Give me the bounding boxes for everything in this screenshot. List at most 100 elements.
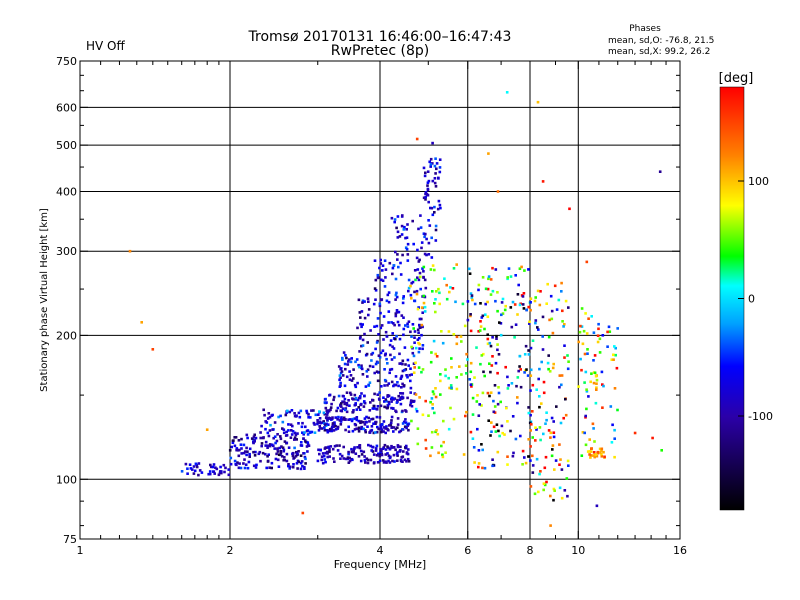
- echo-point: [413, 269, 417, 272]
- echo-point: [355, 408, 359, 411]
- echo-point: [519, 368, 522, 371]
- echo-point: [550, 454, 554, 458]
- echo-point: [580, 307, 584, 310]
- echo-point: [477, 288, 480, 292]
- echo-point: [423, 278, 427, 282]
- echo-point: [321, 452, 325, 455]
- echo-point: [336, 425, 340, 429]
- echo-point: [463, 324, 467, 328]
- echo-point: [417, 350, 421, 354]
- echo-point: [254, 436, 258, 440]
- echo-point: [398, 430, 401, 434]
- echo-point: [469, 361, 473, 365]
- echo-point: [405, 236, 409, 239]
- echo-point: [430, 430, 434, 434]
- echo-point: [432, 339, 436, 343]
- echo-point: [277, 415, 280, 419]
- echo-point: [373, 371, 376, 375]
- echo-point: [481, 276, 485, 279]
- echo-point: [497, 386, 500, 389]
- echo-point: [375, 408, 379, 411]
- colorbar-tick-label: 0: [748, 293, 755, 306]
- echo-point: [518, 303, 522, 307]
- colorbar-tick-label: -100: [748, 410, 773, 423]
- echo-point: [423, 235, 426, 239]
- echo-point: [363, 394, 366, 398]
- echo-point: [266, 444, 270, 447]
- echo-point: [254, 450, 257, 454]
- echo-point: [328, 448, 331, 451]
- echo-point: [303, 467, 306, 470]
- echo-point: [263, 413, 266, 417]
- echo-point: [418, 317, 422, 321]
- echo-point: [499, 400, 502, 404]
- echo-point: [607, 325, 611, 329]
- echo-point: [371, 417, 375, 421]
- echo-point: [433, 302, 436, 305]
- echo-point: [358, 408, 362, 411]
- echo-point: [359, 449, 363, 453]
- echo-point: [543, 466, 547, 470]
- echo-point: [394, 375, 398, 378]
- echo-point: [270, 414, 273, 417]
- echo-point: [580, 368, 583, 372]
- echo-point: [549, 494, 552, 498]
- echo-point: [355, 358, 359, 361]
- echo-point: [340, 454, 344, 458]
- echo-point: [411, 351, 415, 355]
- echo-point: [509, 275, 513, 278]
- echo-point: [370, 353, 373, 356]
- echo-point: [391, 407, 395, 410]
- echo-point: [298, 415, 302, 419]
- echo-point: [353, 447, 356, 451]
- echo-point: [200, 471, 204, 474]
- echo-point: [393, 218, 397, 221]
- echo-point: [546, 361, 550, 365]
- echo-point: [378, 304, 382, 308]
- echo-point: [553, 284, 557, 288]
- echo-point: [529, 429, 532, 432]
- echo-point: [438, 291, 441, 295]
- echo-point: [434, 310, 437, 314]
- echo-point: [468, 272, 472, 275]
- echo-point: [608, 330, 612, 333]
- echo-point: [348, 370, 351, 373]
- echo-point: [376, 461, 380, 464]
- echo-point: [293, 438, 296, 441]
- echo-point: [353, 393, 357, 397]
- echo-point: [501, 431, 504, 435]
- echo-point: [212, 463, 216, 466]
- echo-point: [433, 268, 436, 272]
- echo-point: [379, 448, 382, 451]
- echo-point: [542, 482, 546, 485]
- echo-point: [380, 428, 384, 431]
- echo-point: [476, 394, 479, 397]
- echo-point: [295, 453, 299, 457]
- echo-point: [496, 402, 500, 406]
- echo-point: [379, 450, 382, 454]
- echo-point: [420, 323, 424, 327]
- echo-point: [328, 450, 331, 454]
- echo-point: [267, 412, 271, 415]
- echo-point: [354, 385, 358, 389]
- echo-point: [399, 402, 403, 406]
- echo-point: [505, 406, 508, 410]
- echo-point: [609, 405, 613, 408]
- echo-point: [386, 384, 389, 387]
- echo-point: [266, 431, 270, 435]
- echo-point: [285, 459, 289, 463]
- echo-point: [592, 451, 596, 454]
- echo-point: [401, 214, 404, 217]
- echo-point: [537, 377, 540, 381]
- echo-point: [370, 425, 374, 428]
- echo-point: [377, 427, 381, 431]
- echo-point: [401, 362, 404, 366]
- echo-point: [586, 348, 589, 351]
- echo-point: [526, 374, 530, 377]
- echo-point: [506, 277, 509, 281]
- echo-point: [538, 367, 541, 371]
- echo-point: [180, 470, 184, 473]
- echo-point: [381, 459, 385, 462]
- echo-point: [490, 430, 493, 433]
- echo-point: [406, 325, 410, 328]
